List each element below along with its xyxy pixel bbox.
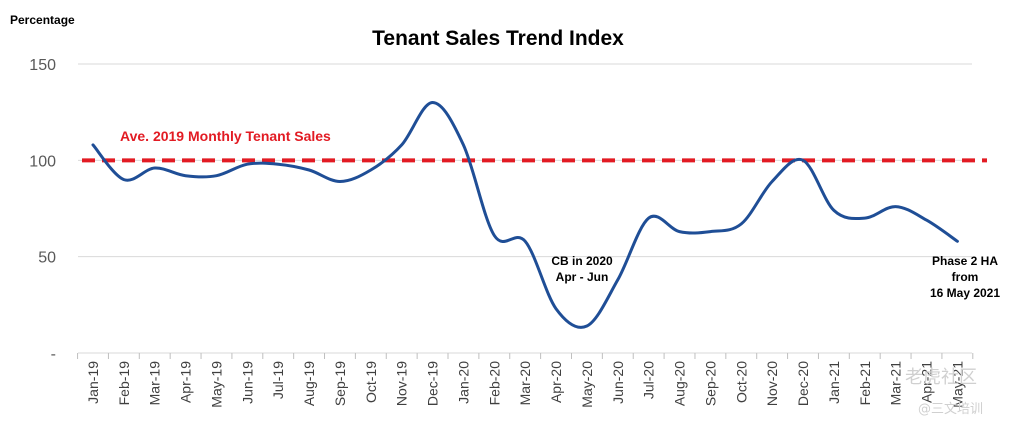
data-point	[924, 218, 928, 222]
x-tick-label: Mar-19	[147, 361, 163, 406]
y-tick-label: -	[51, 346, 56, 363]
data-point	[770, 180, 774, 184]
x-tick-label: Oct-20	[733, 361, 749, 403]
data-point	[276, 162, 280, 166]
reference-line-label: Ave. 2019 Monthly Tenant Sales	[120, 128, 331, 144]
data-point	[863, 216, 867, 220]
x-tick-label: Apr-20	[548, 361, 564, 403]
x-tick-label: Aug-20	[672, 361, 688, 406]
data-point	[492, 233, 496, 237]
data-point	[369, 168, 373, 172]
watermark: 老虎社区 @三文培训	[905, 367, 983, 417]
data-point	[307, 168, 311, 172]
y-axis-ticks: - 50 100 150	[29, 57, 56, 363]
annotation-cb-line-2: Apr - Jun	[556, 270, 609, 284]
x-tick-label: Feb-20	[486, 361, 502, 406]
x-tick-label: Aug-19	[301, 361, 317, 406]
data-point	[647, 216, 651, 220]
data-point	[678, 230, 682, 234]
x-tick-label: Mar-21	[888, 361, 904, 406]
data-point	[153, 166, 157, 170]
x-axis: Jan-19 Feb-19 Mar-19 Apr-19 May-19 Jun-19 Jul-…	[77, 353, 974, 408]
annotation-phase2-line-1: Phase 2 HA	[932, 254, 998, 268]
x-tick-label: Feb-19	[116, 361, 132, 406]
x-tick-label: Sep-19	[332, 361, 348, 406]
x-tick-label: Jul-20	[641, 361, 657, 399]
x-tick-label: Mar-20	[517, 361, 533, 406]
chart-title: Tenant Sales Trend Index	[372, 27, 624, 50]
series-group	[91, 101, 959, 329]
watermark-line-1: 老虎社区	[905, 367, 977, 388]
data-point	[801, 158, 805, 162]
data-point	[400, 143, 404, 147]
x-tick-label: Apr-21	[918, 361, 934, 403]
annotation-phase2-line-2: from	[952, 270, 979, 284]
data-point	[616, 278, 620, 282]
annotation-cb-line-1: CB in 2020	[551, 254, 613, 268]
data-point	[832, 208, 836, 212]
x-tick-label: Jan-21	[826, 361, 842, 404]
x-tick-label: May-20	[579, 361, 595, 408]
annotation-phase2-line-3: 16 May 2021	[930, 286, 1000, 300]
x-tick-label: Nov-19	[394, 361, 410, 406]
x-tick-label: Jun-19	[239, 361, 255, 404]
x-tick-label: Apr-19	[178, 361, 194, 403]
y-axis-label: Percentage	[10, 13, 75, 27]
data-point	[122, 178, 126, 182]
x-tick-label: Sep-20	[702, 361, 718, 406]
x-tick-label: Jun-20	[610, 361, 626, 404]
series-line	[91, 101, 959, 329]
gridlines	[78, 63, 972, 354]
data-point	[214, 174, 218, 178]
x-tick-label: May-19	[208, 361, 224, 408]
data-point	[245, 162, 249, 166]
x-tick-label: Nov-20	[764, 361, 780, 406]
x-tick-label: Jan-19	[85, 361, 101, 404]
x-tick-label: Dec-20	[795, 361, 811, 406]
watermark-line-2: @三文培训	[918, 401, 983, 417]
x-tick-label: May-21	[949, 361, 965, 408]
data-point	[585, 324, 589, 328]
annotation-cb-2020: CB in 2020 Apr - Jun	[551, 254, 613, 284]
data-point	[184, 174, 188, 178]
data-point	[708, 230, 712, 234]
y-tick-label: 100	[29, 153, 56, 170]
x-tick-label: Jul-19	[270, 361, 286, 399]
data-point	[91, 143, 95, 147]
annotation-phase2-ha: Phase 2 HA from 16 May 2021	[930, 254, 1000, 300]
data-point	[461, 143, 465, 147]
x-tick-label: Feb-21	[857, 361, 873, 406]
data-point	[894, 205, 898, 209]
x-tick-label: Oct-19	[363, 361, 379, 403]
data-point	[554, 307, 558, 311]
data-point	[431, 101, 435, 105]
x-tick-label: Dec-19	[425, 361, 441, 406]
data-point	[338, 180, 342, 184]
data-point	[523, 239, 527, 243]
data-point	[955, 239, 959, 243]
data-point	[739, 222, 743, 226]
y-tick-label: 50	[38, 250, 56, 267]
x-tick-label: Jan-20	[455, 361, 471, 404]
y-tick-label: 150	[29, 57, 56, 74]
